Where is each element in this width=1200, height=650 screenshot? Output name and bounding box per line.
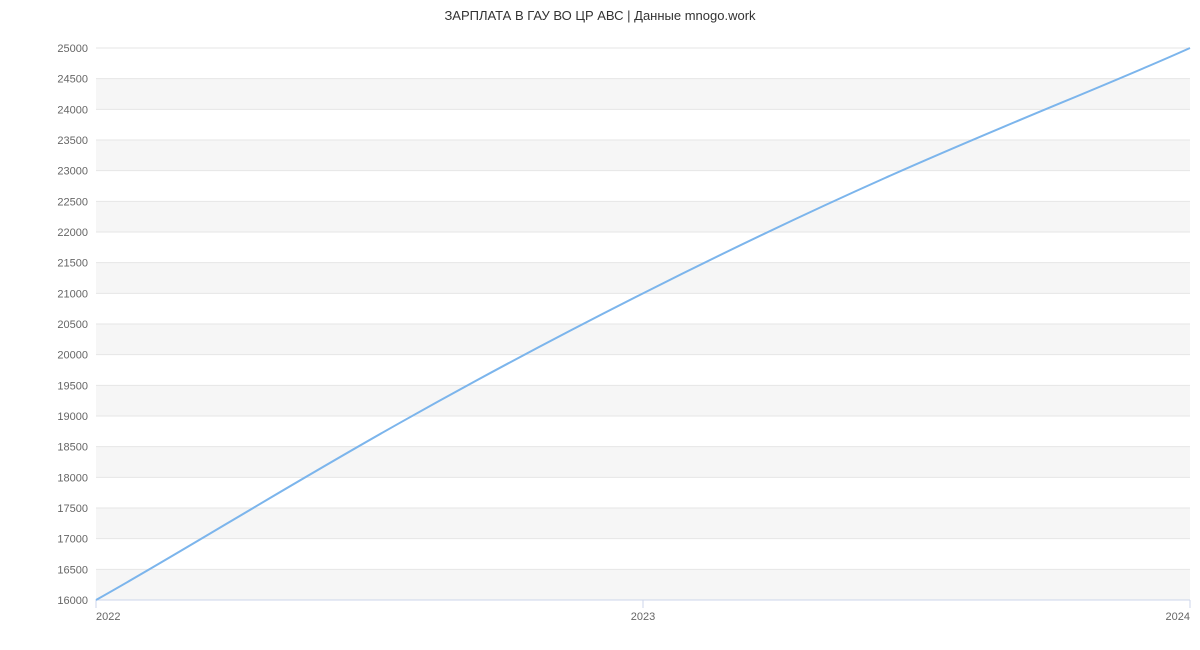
- y-tick-label: 24500: [57, 74, 88, 86]
- plot-band: [96, 201, 1190, 232]
- y-tick-label: 16000: [57, 595, 88, 607]
- y-tick-label: 22500: [57, 196, 88, 208]
- y-tick-label: 23000: [57, 166, 88, 178]
- y-tick-label: 17000: [57, 534, 88, 546]
- plot-band: [96, 79, 1190, 110]
- y-tick-label: 17500: [57, 503, 88, 515]
- salary-line-chart: ЗАРПЛАТА В ГАУ ВО ЦР АВС | Данные mnogo.…: [0, 0, 1200, 650]
- y-tick-label: 19000: [57, 411, 88, 423]
- plot-band: [96, 447, 1190, 478]
- y-tick-label: 25000: [57, 43, 88, 55]
- plot-band: [96, 569, 1190, 600]
- y-tick-label: 21000: [57, 288, 88, 300]
- x-tick-label: 2024: [1166, 611, 1190, 623]
- chart-svg: 16000 16500 17000 17500 18000 18500 19000 19500…: [0, 0, 1200, 650]
- chart-title: ЗАРПЛАТА В ГАУ ВО ЦР АВС | Данные mnogo.…: [0, 8, 1200, 23]
- plot-band: [96, 508, 1190, 539]
- plot-band: [96, 263, 1190, 294]
- y-tick-label: 23500: [57, 135, 88, 147]
- plot-band: [96, 324, 1190, 355]
- y-tick-label: 18000: [57, 472, 88, 484]
- x-tick-label: 2022: [96, 611, 120, 623]
- y-tick-label: 22000: [57, 227, 88, 239]
- y-tick-label: 18500: [57, 442, 88, 454]
- y-tick-label: 24000: [57, 104, 88, 116]
- y-tick-label: 20500: [57, 319, 88, 331]
- y-tick-label: 21500: [57, 258, 88, 270]
- plot-band: [96, 140, 1190, 171]
- y-tick-label: 16500: [57, 564, 88, 576]
- plot-band: [96, 385, 1190, 416]
- y-tick-label: 20000: [57, 350, 88, 362]
- x-tick-label: 2023: [631, 611, 655, 623]
- y-tick-label: 19500: [57, 380, 88, 392]
